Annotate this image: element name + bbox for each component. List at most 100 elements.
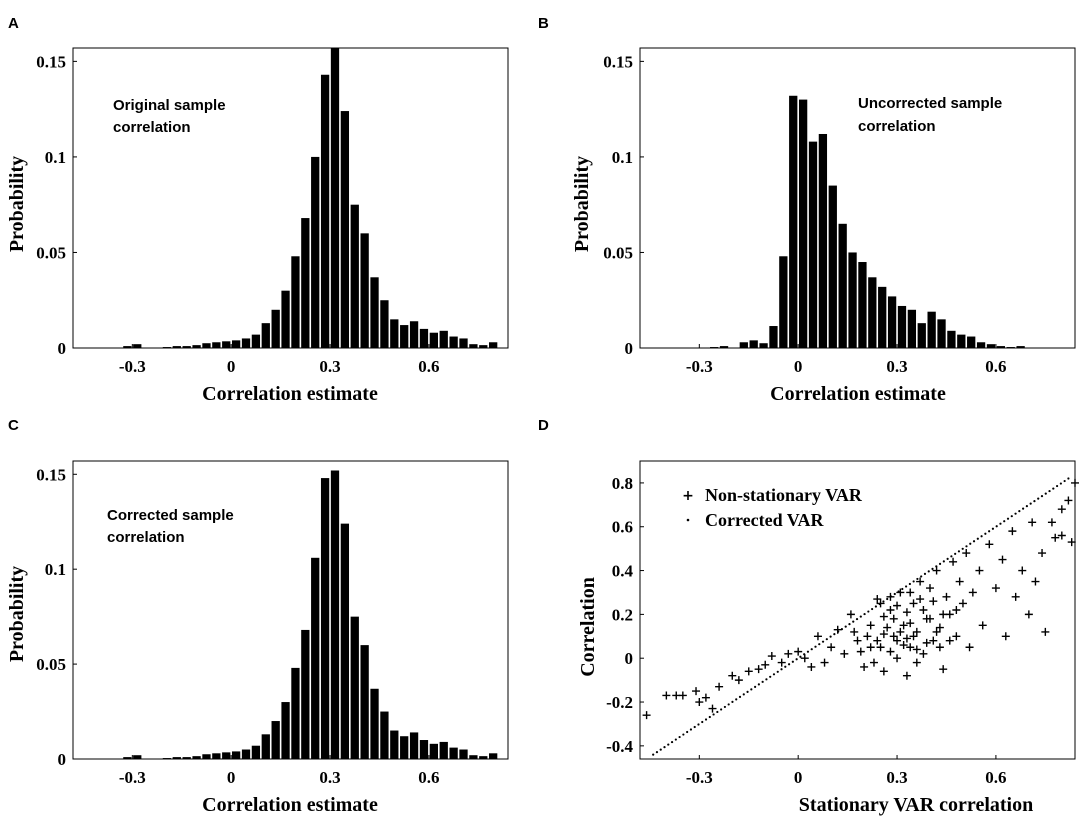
non-stationary-var-point (902, 608, 911, 617)
corrected-var-point (818, 643, 821, 646)
non-stationary-var-point (692, 687, 701, 696)
non-stationary-var-point (939, 665, 948, 674)
non-stationary-var-point (879, 630, 888, 639)
non-stationary-var-point (879, 612, 888, 621)
non-stationary-var-point (909, 632, 918, 641)
corrected-var-point (1025, 505, 1028, 508)
panel-a-bar (192, 345, 201, 348)
panel-a-bar (172, 346, 181, 348)
panel-b-bar (769, 326, 778, 348)
non-stationary-var-point (761, 660, 770, 669)
panel-b-y-tick-label-0-05: 0.05 (603, 243, 633, 262)
panel-d-x-tick-label-0-3: 0.3 (886, 768, 907, 787)
panel-a-y-tick-label-0-1: 0.1 (45, 148, 66, 167)
non-stationary-var-point (962, 549, 971, 558)
non-stationary-var-point (968, 588, 977, 597)
non-stationary-var-point (955, 577, 964, 586)
corrected-var-point (1003, 520, 1006, 523)
panel-c-bar (439, 741, 448, 759)
panel-c-axes-frame (72, 460, 509, 760)
non-stationary-var-point (985, 540, 994, 549)
panel-a-bar (202, 343, 211, 348)
non-stationary-var-point (1008, 527, 1017, 536)
panel-b-bar (779, 256, 788, 348)
panel-c-y-tick-label-0-05: 0.05 (36, 655, 66, 674)
non-stationary-var-point (695, 698, 704, 707)
panel-b-bar (967, 336, 976, 348)
non-stationary-var-point (958, 599, 967, 608)
panel-c-bar (271, 721, 280, 759)
panel-b-bar (897, 305, 907, 348)
non-stationary-var-point (856, 647, 865, 656)
non-stationary-var-point (850, 627, 859, 636)
panel-c-bar (469, 755, 478, 759)
panel-a-bar (182, 346, 191, 348)
panel-c-bar (172, 757, 181, 759)
non-stationary-var-point (873, 595, 882, 604)
corrected-var-point (1052, 487, 1055, 490)
panel-d-x-tick-label-0-3: -0.3 (686, 768, 713, 787)
corrected-var-point (682, 733, 685, 736)
corrected-var-point (814, 645, 817, 648)
panel-c-y-axis-title: Probability (6, 566, 28, 662)
non-stationary-var-point (642, 711, 651, 720)
panel-b-bar (996, 346, 1005, 348)
panel-a-axes-frame (72, 47, 509, 349)
panel-a-bar (320, 74, 330, 349)
panel-c-bar (350, 616, 359, 759)
panel-label-a: A (8, 15, 19, 32)
panel-c-bar (320, 478, 330, 759)
corrected-var-point (920, 575, 923, 578)
non-stationary-var-point (866, 643, 875, 652)
non-stationary-var-point (869, 658, 878, 667)
corrected-var-point (833, 633, 836, 636)
panel-d-x-axis-title: Stationary VAR correlation (799, 794, 1033, 816)
non-stationary-var-point (886, 647, 895, 656)
non-stationary-var-point (922, 638, 931, 647)
non-stationary-var-point (784, 649, 793, 658)
non-stationary-var-point (926, 614, 934, 623)
non-stationary-var-point (998, 555, 1007, 564)
panel-c-bar (459, 749, 468, 759)
non-stationary-var-point (929, 597, 938, 606)
corrected-var-point (686, 730, 689, 734)
panel-b-x-tick-label-0-3: 0.3 (886, 357, 907, 376)
corrected-var-point (927, 570, 930, 573)
panel-c-bar (479, 756, 488, 759)
non-stationary-var-point (942, 592, 951, 601)
corrected-var-point (863, 612, 866, 616)
corrected-var-point (976, 537, 979, 540)
non-stationary-var-point (935, 623, 944, 632)
panel-b-bar (947, 330, 956, 348)
panel-a-bar (311, 156, 320, 348)
panel-a-bar (400, 325, 409, 348)
corrected-var-point (780, 668, 783, 671)
panel-a: A -0.3 0 0.3 0.6 0 0.05 0.1 0.15 Original sampl… (6, 15, 509, 405)
non-stationary-var-point (926, 584, 934, 593)
panel-a-bar (340, 111, 350, 348)
non-stationary-var-point (899, 621, 908, 630)
panel-c-plot: -0.3 0 0.3 0.6 0 0.05 0.1 0.15 (36, 460, 509, 787)
panel-a-bar (271, 309, 280, 348)
panel-d-y-tick-label-0-2: -0.2 (606, 693, 633, 712)
corrected-var-point (697, 723, 700, 726)
panel-c-bar (449, 747, 458, 759)
non-stationary-var-point (1031, 577, 1040, 586)
panel-c-x-tick-label-0: 0 (227, 768, 236, 787)
non-stationary-var-point (1038, 549, 1047, 558)
panel-b-annotation-line-2: correlation (858, 118, 936, 135)
panel-b-bar (858, 262, 867, 348)
corrected-var-point (901, 587, 904, 591)
panel-c-bar (202, 754, 211, 759)
corrected-var-point (848, 623, 851, 626)
panel-a-bar (291, 256, 300, 348)
corrected-var-point (663, 745, 666, 749)
panel-c-y-tick-label-0-1: 0.1 (45, 560, 66, 579)
panel-a-bar (429, 332, 438, 348)
non-stationary-var-point (800, 654, 809, 663)
non-stationary-var-point (794, 647, 803, 656)
panel-c-y-tick-label-0: 0 (58, 750, 67, 769)
non-stationary-var-point (935, 643, 944, 652)
panel-a-y-axis-title: Probability (6, 156, 28, 252)
